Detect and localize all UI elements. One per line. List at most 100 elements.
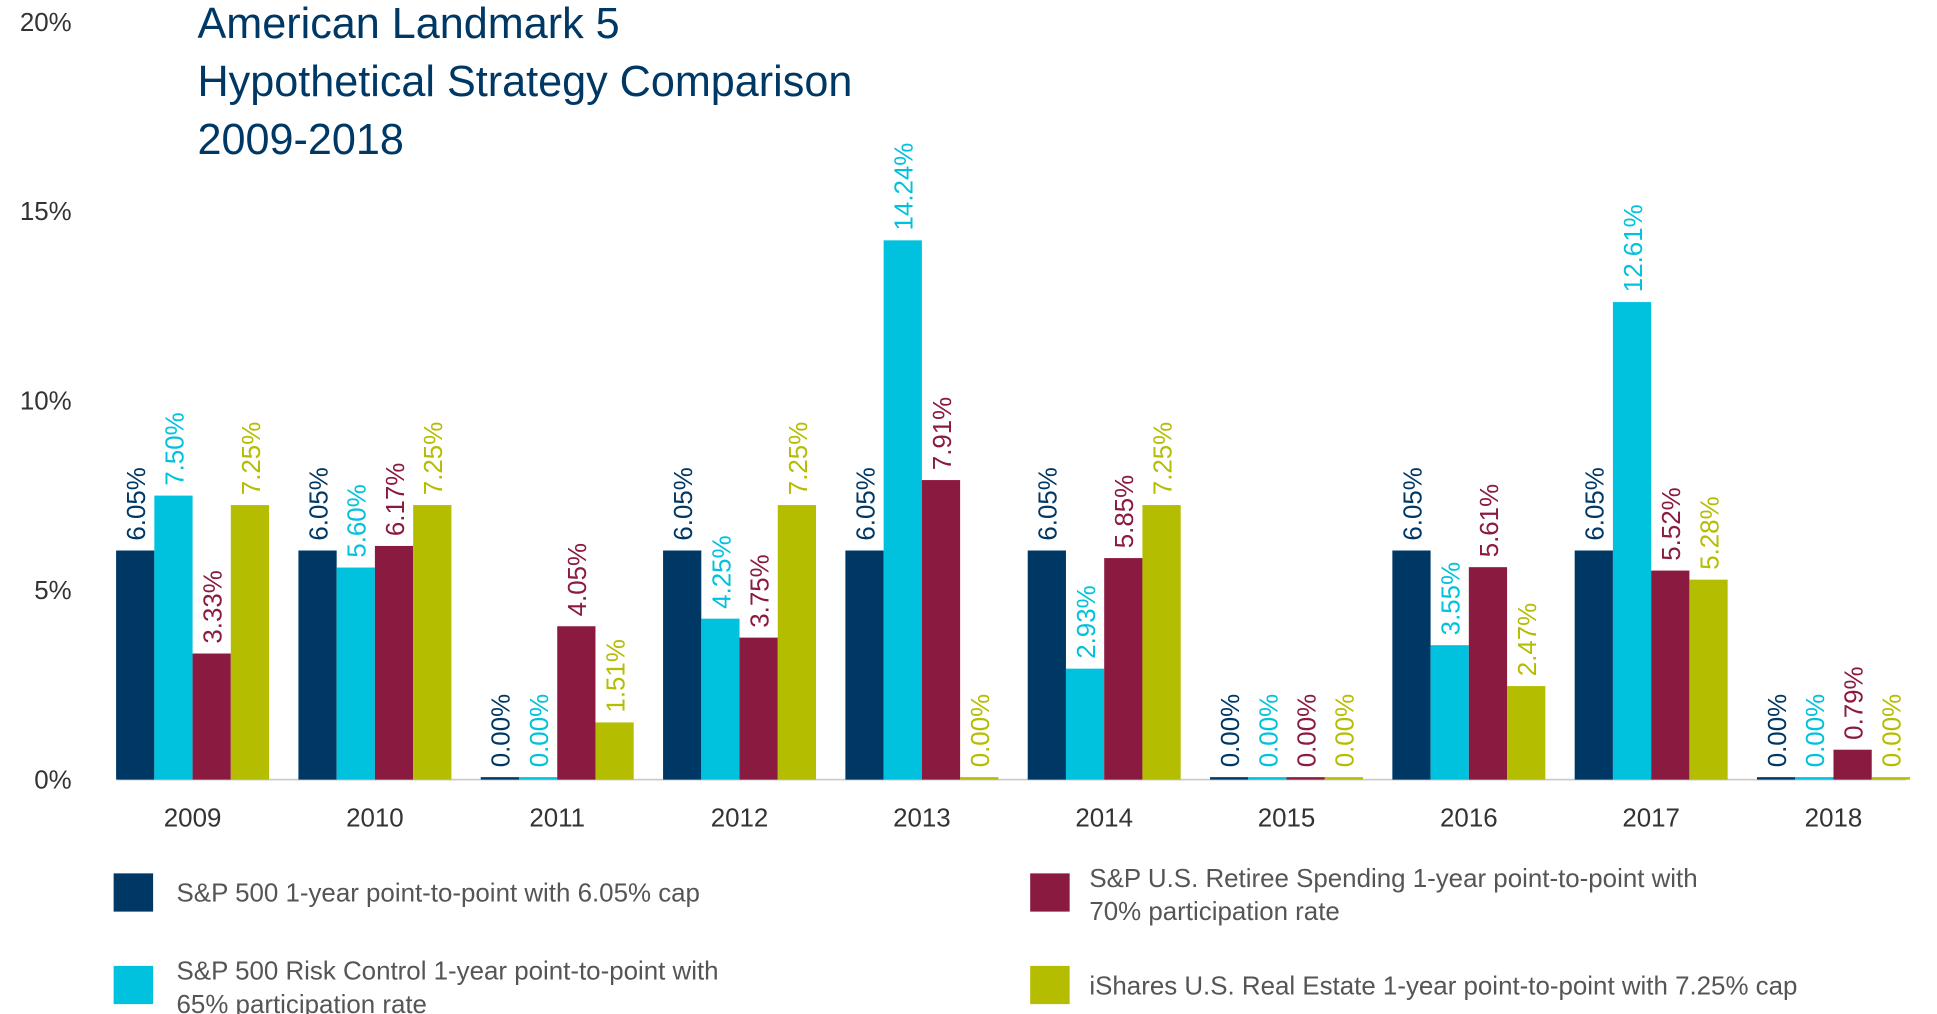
legend-label: S&P 500 Risk Control 1-year point-to-poi… — [177, 957, 719, 1014]
chart-title: 2009-2018 — [198, 116, 404, 164]
bar — [1027, 550, 1066, 780]
bar — [1430, 645, 1469, 780]
value-label: 0.00% — [1879, 694, 1907, 767]
bar — [1248, 777, 1287, 780]
bar — [921, 480, 961, 780]
value-label: 3.55% — [1438, 562, 1466, 635]
x-tick-label: 2013 — [893, 804, 951, 832]
bar — [298, 550, 337, 780]
value-label: 14.24% — [891, 143, 919, 231]
bar — [701, 618, 740, 780]
bar — [845, 550, 884, 780]
legend-label-line: 70% participation rate — [1089, 898, 1339, 926]
legend-label-line: S&P U.S. Retiree Spending 1-year point-t… — [1089, 865, 1697, 893]
bar — [1392, 550, 1431, 780]
x-tick-label: 2011 — [529, 804, 585, 832]
bar — [1324, 777, 1363, 780]
value-label: 2.93% — [1073, 585, 1101, 658]
bar — [1286, 777, 1325, 780]
bar — [518, 777, 558, 780]
bar — [1574, 550, 1613, 780]
x-tick-label: 2017 — [1622, 804, 1680, 832]
legend-swatch — [1030, 873, 1070, 912]
bar — [1757, 777, 1796, 780]
value-label: 5.60% — [344, 484, 372, 557]
value-label: 5.61% — [1476, 484, 1504, 557]
value-label: 6.05% — [123, 467, 151, 540]
bar — [374, 545, 414, 780]
legend-label-line: S&P 500 Risk Control 1-year point-to-poi… — [177, 957, 719, 985]
value-label: 7.25% — [1149, 422, 1177, 495]
value-label: 7.25% — [238, 422, 266, 495]
legend-label: S&P 500 1-year point-to-point with 6.05%… — [177, 880, 700, 908]
value-label: 5.85% — [1111, 475, 1139, 548]
x-tick-label: 2018 — [1805, 804, 1863, 832]
bar — [777, 505, 817, 780]
y-tick-label: 15% — [20, 198, 72, 226]
legend-swatch — [1030, 965, 1070, 1005]
value-label: 6.05% — [1399, 467, 1427, 540]
value-label: 7.25% — [785, 422, 813, 495]
legend-swatch — [113, 873, 154, 912]
bar — [116, 550, 155, 780]
x-tick-label: 2014 — [1075, 804, 1133, 832]
y-tick-label: 20% — [20, 9, 72, 37]
bar — [1065, 668, 1105, 780]
bar — [1651, 570, 1690, 780]
y-tick-label: 0% — [34, 766, 71, 794]
value-label: 4.05% — [564, 543, 592, 616]
bar — [1104, 558, 1143, 780]
value-label: 0.00% — [488, 694, 516, 767]
value-label: 0.00% — [967, 694, 995, 767]
bar — [336, 567, 375, 780]
value-label: 6.05% — [1582, 467, 1610, 540]
bar — [1689, 579, 1728, 780]
value-label: 0.00% — [1217, 694, 1245, 767]
legend-label: S&P U.S. Retiree Spending 1-year point-t… — [1089, 865, 1697, 926]
bar — [154, 495, 193, 780]
value-label: 6.05% — [305, 467, 333, 540]
value-label: 0.00% — [1802, 694, 1830, 767]
y-tick-label: 5% — [34, 577, 71, 605]
bar — [1210, 777, 1249, 780]
value-label: 3.33% — [200, 570, 228, 643]
bar — [480, 777, 519, 780]
bar — [739, 637, 778, 780]
bar — [1468, 567, 1508, 780]
bar — [1507, 686, 1546, 780]
bar — [557, 626, 596, 780]
value-label: 2.47% — [1514, 603, 1542, 676]
bar — [1142, 505, 1181, 780]
value-label: 3.75% — [747, 554, 775, 627]
value-label: 0.00% — [1332, 694, 1360, 767]
value-label: 0.79% — [1840, 666, 1868, 739]
legend-label: iShares U.S. Real Estate 1-year point-to… — [1089, 972, 1797, 1000]
x-tick-label: 2010 — [346, 804, 404, 832]
value-label: 0.00% — [1294, 694, 1322, 767]
value-label: 12.61% — [1620, 204, 1648, 292]
value-label: 6.17% — [382, 463, 410, 536]
value-label: 1.51% — [602, 639, 630, 712]
value-label: 6.05% — [852, 467, 880, 540]
x-tick-label: 2012 — [711, 804, 769, 832]
value-label: 7.91% — [929, 397, 957, 470]
x-tick-label: 2016 — [1440, 804, 1498, 832]
value-label: 6.05% — [670, 467, 698, 540]
value-label: 0.00% — [1255, 694, 1283, 767]
bar — [883, 240, 922, 780]
bar — [595, 722, 634, 780]
bar — [1795, 777, 1834, 780]
bar — [663, 550, 702, 780]
bar — [960, 777, 999, 780]
value-label: 4.25% — [708, 535, 736, 608]
value-label: 7.50% — [161, 412, 189, 485]
bar — [1612, 302, 1652, 780]
legend-label-line: 65% participation rate — [177, 991, 427, 1014]
bar — [413, 505, 452, 780]
bar — [1833, 749, 1872, 780]
bar — [230, 505, 270, 780]
x-tick-label: 2009 — [164, 804, 222, 832]
value-label: 7.25% — [420, 422, 448, 495]
